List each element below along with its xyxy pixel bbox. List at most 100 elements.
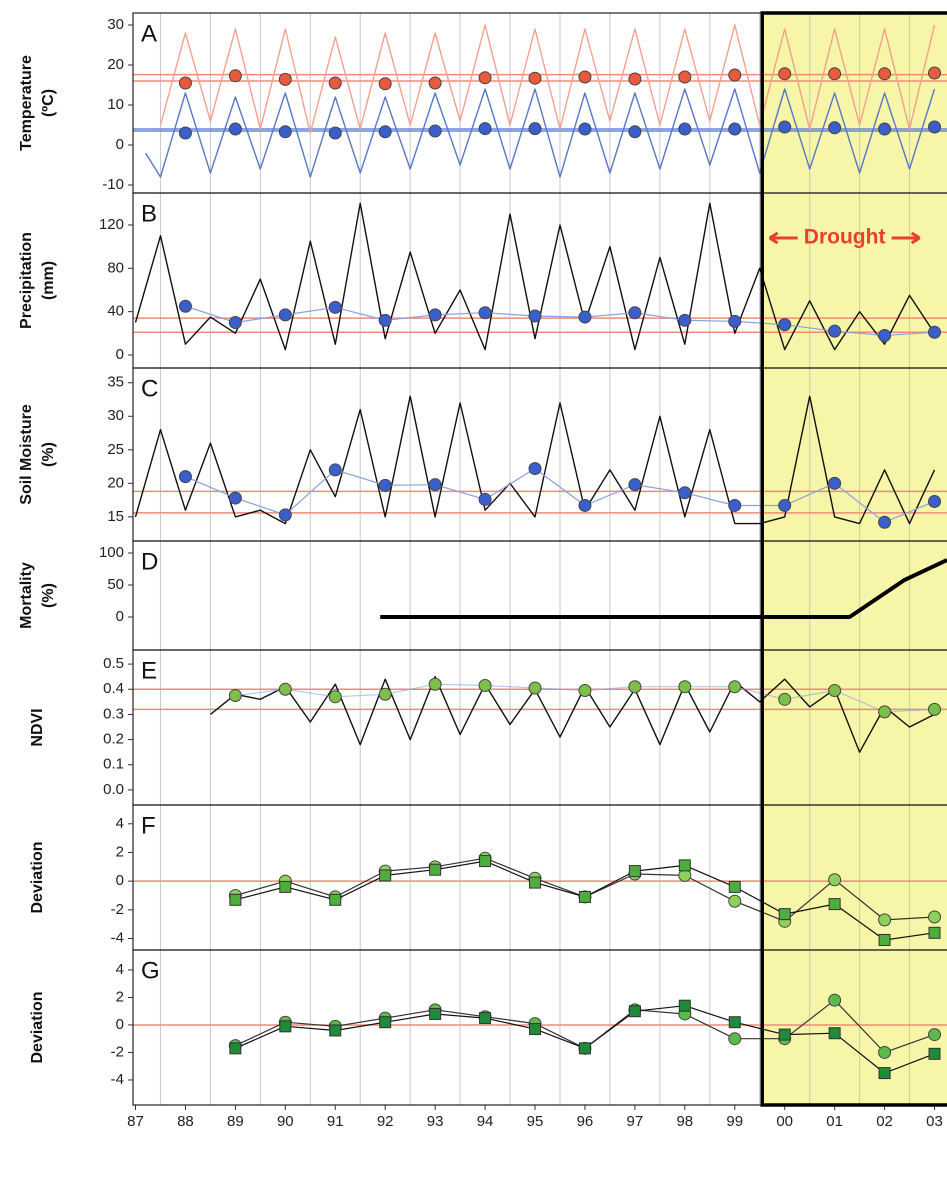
data-point [228,122,242,136]
data-point [778,318,792,332]
y-tick-label: -2 [111,901,124,918]
panel-letter: B [141,200,157,227]
data-point [478,71,492,85]
y-tick-label: 25 [107,441,124,458]
panel [133,851,947,946]
y-tick-label: 15 [107,508,124,525]
data-point [378,77,392,91]
data-point [178,470,192,484]
data-point [628,125,642,139]
data-point [378,478,392,492]
x-tick-label: 96 [577,1113,594,1130]
data-point [778,120,792,134]
data-point [278,682,292,696]
y-tick-label: -2 [111,1043,124,1060]
y-tick-label: 20 [107,474,124,491]
data-point [278,508,292,522]
data-point [428,677,442,691]
x-tick-label: 03 [926,1113,943,1130]
data-point [728,498,742,512]
panel [133,676,947,753]
data-point [928,926,941,939]
data-point [178,126,192,140]
data-point [428,478,442,492]
panel-letter: C [141,375,158,402]
data-point [578,122,592,136]
y-tick-label: 50 [107,576,124,593]
series-line [209,676,935,753]
data-point [628,306,642,320]
data-point [878,515,892,529]
y-tick-label: 0.3 [103,705,124,722]
y-tick-label: 0 [116,1016,124,1033]
data-point [428,124,442,138]
drought-highlight [762,13,947,1105]
data-point [628,680,642,694]
x-tick-label: 87 [127,1113,144,1130]
data-point [328,76,342,90]
y-tick-label: 0.4 [103,680,124,697]
data-point [678,122,692,136]
series-line [380,558,947,619]
data-point [378,125,392,139]
x-tick-label: 89 [227,1113,244,1130]
x-tick-label: 00 [776,1113,793,1130]
drought-border [760,11,947,1107]
data-point [178,299,192,313]
data-point [878,705,892,719]
data-point [328,300,342,314]
y-axis-label: (%) [40,583,57,608]
y-axis-label: Deviation [29,991,46,1063]
data-point [379,1016,392,1029]
data-point [528,681,542,695]
x-tick-label: 91 [327,1113,344,1130]
data-point [728,68,742,82]
series-line [185,305,935,337]
y-tick-label: 0.1 [103,756,124,773]
x-tick-label: 90 [277,1113,294,1130]
y-axis-label: (mm) [40,261,57,300]
data-point [928,1028,942,1042]
data-point [778,692,792,706]
data-point [228,315,242,329]
y-tick-label: 0 [116,608,124,625]
data-point [428,76,442,90]
y-tick-label: 2 [116,988,124,1005]
x-tick-label: 92 [377,1113,394,1130]
x-tick-label: 97 [627,1113,644,1130]
data-point [828,993,842,1007]
data-point [479,1012,492,1025]
data-point [628,865,641,878]
y-tick-label: 40 [107,303,124,320]
y-axis-label: NDVI [29,708,46,746]
data-point [628,72,642,86]
data-point [778,67,792,81]
data-point [828,476,842,490]
x-tick-label: 01 [826,1113,843,1130]
data-point [728,894,742,908]
y-axis-label: Deviation [29,841,46,913]
panel-letter: A [141,20,157,47]
y-axis-label: (ºC) [40,89,57,117]
panel [380,558,947,619]
data-point [229,1042,242,1055]
data-point [278,125,292,139]
series-line [159,24,936,134]
data-point [578,498,592,512]
y-tick-label: 0 [116,872,124,889]
data-point [578,310,592,324]
data-point [279,880,292,893]
data-point [229,893,242,906]
y-axis-label: (%) [40,442,57,467]
data-point [828,121,842,135]
data-point [529,1023,542,1036]
data-point [928,910,942,924]
data-point [578,890,591,903]
y-tick-label: 100 [99,544,124,561]
data-point [578,1042,591,1055]
data-point [628,1005,641,1018]
data-point [328,690,342,704]
data-point [478,678,492,692]
data-point [928,325,942,339]
